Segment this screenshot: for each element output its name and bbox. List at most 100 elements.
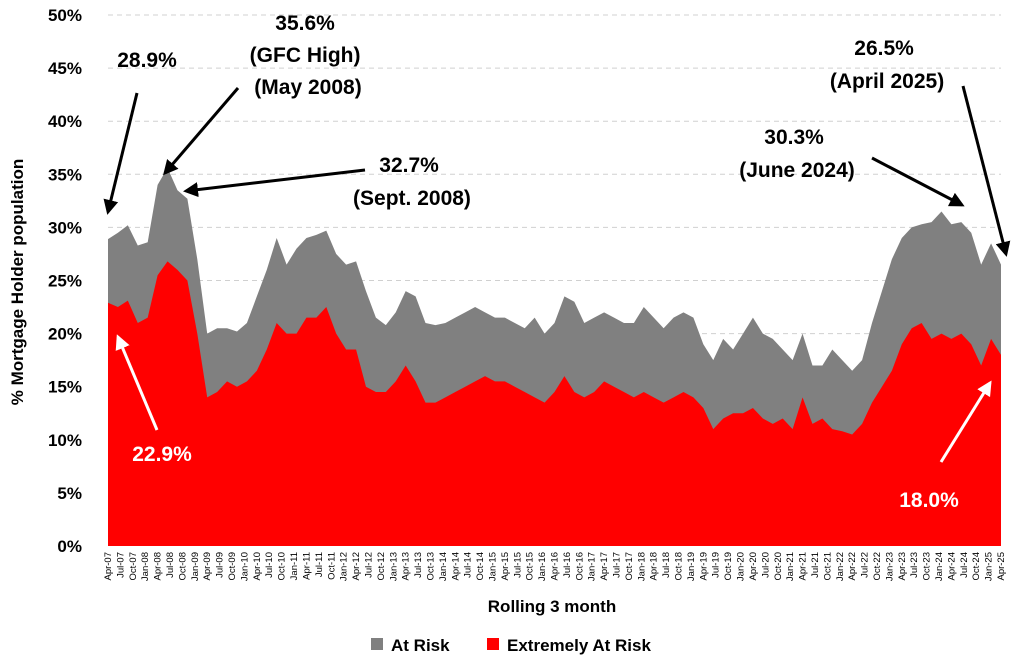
x-tick-label: Jul-18 bbox=[661, 552, 672, 578]
y-tick-label: 20% bbox=[48, 325, 82, 344]
x-tick-label: Jan-11 bbox=[289, 552, 300, 580]
x-tick-label: Jul-20 bbox=[760, 552, 771, 578]
x-tick-label: Oct-07 bbox=[128, 552, 139, 581]
y-axis-ticks: 0% 5% 10% 15% 20% 25% 30% 35% 40% 45% 50% bbox=[48, 6, 82, 556]
x-tick-label: Jul-17 bbox=[612, 552, 623, 578]
x-tick-label: Jan-14 bbox=[438, 552, 449, 581]
y-tick-label: 40% bbox=[48, 112, 82, 131]
legend-label-at-risk: At Risk bbox=[391, 636, 450, 655]
annotation-30-3-june-2024: 30.3% (June 2024) bbox=[739, 126, 855, 182]
arrow-30-3 bbox=[871, 156, 965, 207]
x-tick-label: Jan-21 bbox=[785, 552, 796, 581]
arrow-26-5 bbox=[961, 85, 1011, 257]
x-tick-label: Jan-16 bbox=[537, 552, 548, 581]
x-tick-label: Apr-10 bbox=[252, 552, 263, 581]
x-tick-label: Jul-13 bbox=[413, 552, 424, 578]
x-tick-label: Oct-22 bbox=[872, 552, 883, 581]
x-tick-label: Oct-23 bbox=[922, 552, 933, 581]
x-tick-label: Jan-24 bbox=[934, 552, 945, 581]
y-tick-label: 30% bbox=[48, 218, 82, 237]
x-tick-label: Apr-24 bbox=[946, 552, 957, 581]
annotation-35-6-gfc-high: 35.6% (GFC High) (May 2008) bbox=[250, 12, 367, 99]
x-tick-label: Apr-18 bbox=[649, 552, 660, 581]
x-tick-label: Oct-09 bbox=[227, 552, 238, 581]
x-tick-label: Oct-17 bbox=[624, 552, 635, 581]
x-tick-label: Apr-25 bbox=[996, 552, 1007, 581]
x-tick-label: Jan-19 bbox=[686, 552, 697, 581]
x-tick-label: Jan-17 bbox=[587, 552, 598, 581]
x-tick-label: Oct-21 bbox=[822, 552, 833, 581]
x-tick-label: Jul-23 bbox=[909, 552, 920, 578]
x-tick-label: Oct-12 bbox=[376, 552, 387, 581]
x-tick-label: Oct-11 bbox=[326, 552, 337, 580]
x-tick-label: Jul-12 bbox=[364, 552, 375, 578]
annotation-18-0: 18.0% bbox=[899, 489, 959, 512]
arrow-35-6 bbox=[163, 87, 240, 176]
y-tick-label: 50% bbox=[48, 6, 82, 25]
x-tick-label: Jan-20 bbox=[736, 552, 747, 581]
x-tick-label: Apr-07 bbox=[103, 552, 114, 581]
x-tick-label: Jan-10 bbox=[239, 552, 250, 581]
x-tick-label: Jul-14 bbox=[463, 552, 474, 578]
area-series bbox=[108, 167, 1001, 546]
annotation-32-7-sept-2008: 32.7% (Sept. 2008) bbox=[353, 154, 471, 210]
y-tick-label: 25% bbox=[48, 272, 82, 291]
x-axis-title: Rolling 3 month bbox=[488, 597, 616, 616]
x-tick-label: Jul-15 bbox=[512, 552, 523, 578]
legend-swatch-extremely-at-risk bbox=[487, 638, 499, 650]
x-tick-label: Jan-09 bbox=[190, 552, 201, 581]
x-tick-label: Jan-15 bbox=[488, 552, 499, 581]
x-tick-label: Apr-23 bbox=[897, 552, 908, 581]
x-tick-label: Oct-15 bbox=[525, 552, 536, 581]
arrow-22-9 bbox=[115, 334, 159, 431]
x-tick-label: Oct-19 bbox=[723, 552, 734, 581]
y-tick-label: 5% bbox=[57, 484, 82, 503]
x-tick-label: Apr-22 bbox=[847, 552, 858, 581]
x-tick-label: Jul-10 bbox=[264, 552, 275, 578]
x-tick-label: Apr-12 bbox=[351, 552, 362, 581]
x-tick-label: Oct-20 bbox=[773, 552, 784, 581]
x-tick-label: Oct-14 bbox=[475, 552, 486, 581]
x-tick-label: Jul-11 bbox=[314, 552, 325, 577]
x-tick-label: Apr-09 bbox=[202, 552, 213, 581]
x-tick-label: Oct-16 bbox=[574, 552, 585, 581]
arrow-18-0 bbox=[939, 380, 992, 463]
x-tick-label: Oct-18 bbox=[674, 552, 685, 581]
y-tick-label: 15% bbox=[48, 378, 82, 397]
x-tick-label: Apr-21 bbox=[798, 552, 809, 581]
legend-swatch-at-risk bbox=[371, 638, 383, 650]
y-tick-label: 10% bbox=[48, 431, 82, 450]
x-tick-label: Jul-24 bbox=[959, 552, 970, 578]
x-tick-label: Jul-16 bbox=[562, 552, 573, 578]
x-tick-label: Jul-07 bbox=[115, 552, 126, 578]
series-area-extremely-at-risk bbox=[108, 261, 1001, 546]
arrow-28-9 bbox=[103, 92, 139, 215]
x-tick-label: Jan-18 bbox=[636, 552, 647, 581]
x-tick-label: Apr-08 bbox=[153, 552, 164, 581]
x-tick-label: Jul-19 bbox=[711, 552, 722, 578]
x-tick-label: Oct-24 bbox=[971, 552, 982, 581]
x-tick-label: Jul-09 bbox=[215, 552, 226, 578]
y-tick-label: 45% bbox=[48, 59, 82, 78]
x-tick-label: Apr-19 bbox=[698, 552, 709, 581]
x-tick-label: Oct-10 bbox=[277, 552, 288, 581]
y-tick-label: 0% bbox=[57, 537, 82, 556]
arrow-32-7 bbox=[183, 168, 366, 198]
x-tick-label: Jan-08 bbox=[140, 552, 151, 581]
y-tick-label: 35% bbox=[48, 165, 82, 184]
x-tick-label: Jan-13 bbox=[388, 552, 399, 581]
x-tick-label: Apr-16 bbox=[550, 552, 561, 581]
x-tick-label: Apr-14 bbox=[450, 552, 461, 581]
annotations: 28.9% 35.6% (GFC High) (May 2008) 32.7% … bbox=[117, 12, 959, 512]
y-axis-title: % Mortgage Holder population bbox=[8, 159, 27, 406]
annotation-22-9: 22.9% bbox=[132, 443, 192, 466]
x-tick-label: Jul-22 bbox=[860, 552, 871, 578]
x-axis-ticks: Apr-07 Jul-07 Oct-07 Jan-08 Apr-08 Jul-08 Oct-… bbox=[103, 552, 1007, 581]
x-tick-label: Apr-17 bbox=[599, 552, 610, 581]
annotation-26-5-april-2025: 26.5% (April 2025) bbox=[830, 37, 944, 93]
x-tick-label: Apr-20 bbox=[748, 552, 759, 581]
x-tick-label: Apr-11 bbox=[301, 552, 312, 580]
x-tick-label: Jul-08 bbox=[165, 552, 176, 578]
x-tick-label: Apr-15 bbox=[500, 552, 511, 581]
